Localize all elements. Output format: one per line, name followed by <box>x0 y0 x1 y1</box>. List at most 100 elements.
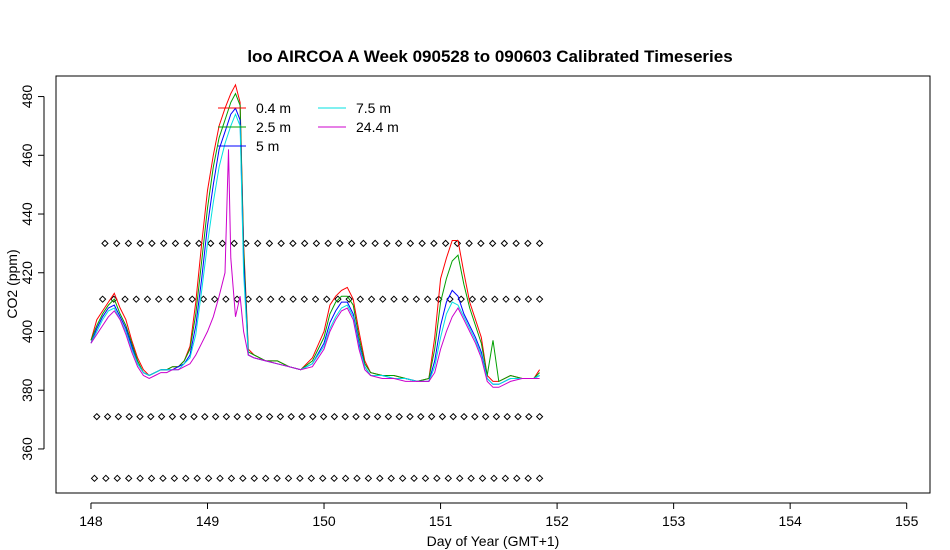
x-axis: 148 149 150 151 152 153 154 155 <box>79 502 919 529</box>
calibration-marker <box>159 474 167 483</box>
calibration-marker <box>435 295 443 303</box>
calibration-marker <box>266 295 275 303</box>
calibration-marker <box>284 474 293 483</box>
legend-label: 5 m <box>256 138 279 154</box>
calibration-marker <box>159 239 168 248</box>
calibration-marker <box>364 474 373 483</box>
calibration-marker <box>90 474 99 483</box>
calibration-marker <box>121 295 129 303</box>
calibration-marker <box>478 474 487 483</box>
calibration-marker <box>535 474 544 483</box>
calibration-marker <box>179 412 187 421</box>
calibration-marker <box>367 295 376 303</box>
calibration-marker <box>222 295 230 303</box>
calibration-marker <box>143 295 152 303</box>
series-line-2-5-m <box>90 92 540 383</box>
calibration-marker <box>312 239 321 248</box>
y-tick-label: 420 <box>19 261 35 285</box>
calibration-marker <box>345 295 353 303</box>
x-tick-label: 153 <box>662 513 686 529</box>
calibration-marker <box>136 474 144 483</box>
calibration-marker <box>93 412 101 421</box>
calibration-marker <box>398 474 407 483</box>
calibration-marker <box>112 239 121 248</box>
calibration-marker <box>182 474 190 483</box>
calibration-marker <box>170 474 179 483</box>
calibration-marker <box>124 239 133 248</box>
calibration-marker <box>199 295 208 303</box>
calibration-marker <box>468 295 477 303</box>
calibration-marker <box>513 295 521 303</box>
calibration-marker <box>218 239 227 248</box>
calibration-marker <box>177 295 185 303</box>
calibration-marker <box>535 412 544 421</box>
calibration-marker <box>535 239 544 248</box>
calibration-marker <box>481 412 490 421</box>
calibration-marker <box>500 239 509 248</box>
y-tick-label: 460 <box>19 143 35 167</box>
calibration-marker <box>273 474 281 483</box>
calibration-marker <box>98 295 107 303</box>
calibration-marker <box>406 412 414 421</box>
legend: 0.4 m 2.5 m 5 m 7.5 m 24.4 m <box>218 100 399 154</box>
series-line-24-4-m <box>90 149 540 388</box>
calibration-marker <box>300 295 309 303</box>
calibration-marker <box>336 239 344 248</box>
calibration-marker <box>206 239 215 248</box>
calibration-marker <box>330 412 339 421</box>
calibration-marker <box>401 295 409 303</box>
y-tick-label: 360 <box>19 437 35 461</box>
calibration-marker <box>195 239 203 248</box>
calibration-marker <box>387 474 395 483</box>
calibration-marker <box>132 295 140 303</box>
calibration-marker <box>352 412 360 421</box>
calibration-marker <box>341 474 350 483</box>
calibration-marker <box>394 239 403 248</box>
calibration-marker <box>492 412 501 421</box>
calibration-marker <box>265 412 274 421</box>
calibration-marker <box>460 412 468 421</box>
calibration-marker <box>383 239 391 248</box>
calibration-marker <box>183 239 191 248</box>
calibration-marker <box>168 412 177 421</box>
calibration-marker <box>433 474 441 483</box>
calibration-marker <box>371 239 379 248</box>
calibration-marker <box>512 239 520 248</box>
calibration-marker <box>465 239 473 248</box>
x-tick-label: 154 <box>778 513 802 529</box>
calibration-marker <box>471 412 479 421</box>
calibration-marker <box>441 239 450 248</box>
calibration-marker <box>514 412 522 421</box>
calibration-marker <box>373 412 382 421</box>
calibration-marker <box>356 295 365 303</box>
calibration-marker <box>276 412 285 421</box>
calibration-marker <box>233 295 241 303</box>
calibration-marker <box>379 295 387 303</box>
legend-label: 24.4 m <box>356 119 399 135</box>
legend-label: 0.4 m <box>256 100 291 116</box>
calibration-marker <box>376 474 384 483</box>
calibration-marker <box>525 412 533 421</box>
calibration-marker <box>359 239 368 248</box>
x-tick-label: 155 <box>895 513 919 529</box>
calibration-marker <box>427 412 436 421</box>
calibration-marker <box>307 474 316 483</box>
calibration-marker <box>289 295 297 303</box>
calibration-marker <box>113 474 121 483</box>
calibration-marker <box>417 412 425 421</box>
calibration-marker <box>188 295 196 303</box>
calibration-marker <box>418 239 426 248</box>
calibration-marker <box>255 295 264 303</box>
calibration-marker <box>211 412 220 421</box>
calibration-marker <box>488 239 497 248</box>
y-tick-label: 400 <box>19 320 35 344</box>
calibration-marker <box>524 474 532 483</box>
calibration-marker <box>201 412 209 421</box>
series-line-5-m <box>90 107 540 385</box>
x-tick-label: 149 <box>196 513 220 529</box>
x-tick-label: 152 <box>545 513 569 529</box>
calibration-marker <box>154 295 163 303</box>
calibration-marker <box>347 239 356 248</box>
calibration-marker <box>449 412 457 421</box>
